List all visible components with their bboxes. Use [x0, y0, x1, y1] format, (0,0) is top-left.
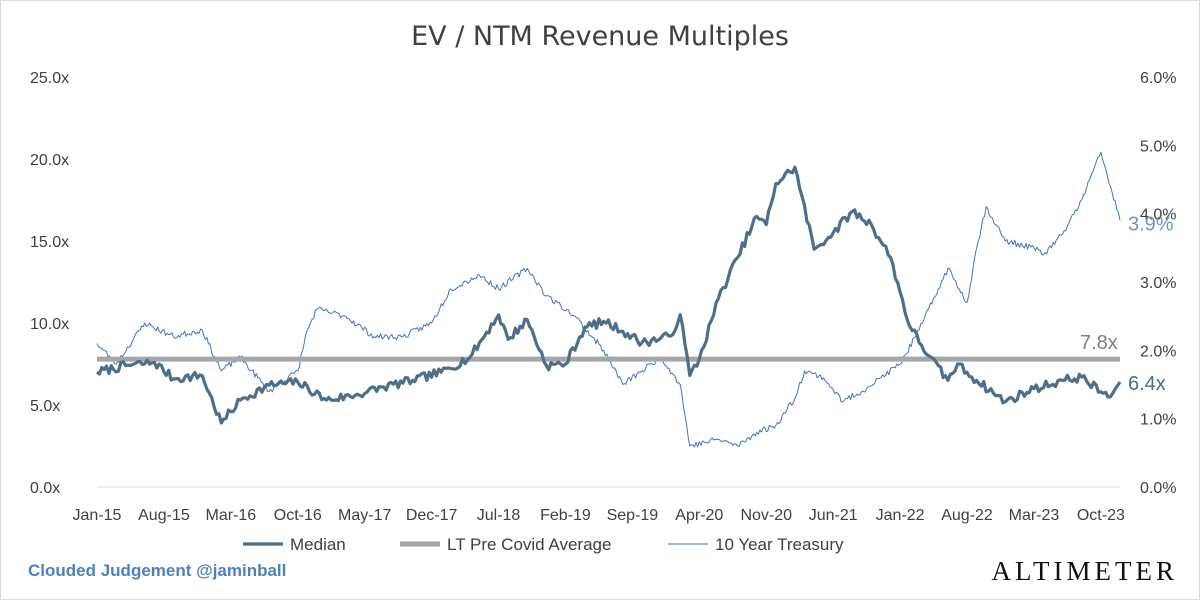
left-axis-tick-label: 0.0x [30, 480, 60, 497]
x-axis-tick-label: Aug-15 [138, 507, 190, 524]
x-axis-tick-label: Aug-22 [941, 507, 993, 524]
chart-title: EV / NTM Revenue Multiples [411, 21, 789, 52]
x-axis-tick-label: Dec-17 [406, 507, 458, 524]
left-axis-tick-label: 20.0x [30, 152, 69, 169]
x-axis-tick-label: Jun-21 [809, 507, 858, 524]
x-axis-tick-label: Jan-15 [73, 507, 122, 524]
x-axis-tick-label: Jul-18 [477, 507, 521, 524]
series-line-median [96, 165, 1122, 425]
legend-label: Median [290, 535, 346, 554]
right-axis-tick-label: 5.0% [1140, 138, 1176, 155]
end-label-median: 6.4x [1128, 373, 1166, 395]
legend-label: LT Pre Covid Average [447, 535, 611, 554]
right-axis-tick-label: 6.0% [1140, 70, 1176, 87]
left-axis-tick-label: 25.0x [30, 70, 69, 87]
legend-label: 10 Year Treasury [715, 535, 844, 554]
x-axis-tick-label: Mar-23 [1009, 507, 1060, 524]
end-label-lt-pre-covid-average: 7.8x [1080, 332, 1118, 354]
x-axis-tick-label: Oct-23 [1077, 507, 1125, 524]
footer-credit: Clouded Judgement @jaminball [28, 561, 287, 580]
x-axis-tick-label: Oct-16 [274, 507, 322, 524]
left-axis-tick-label: 10.0x [30, 316, 69, 333]
x-axis-tick-label: Feb-19 [540, 507, 591, 524]
right-axis-tick-label: 4.0% [1140, 207, 1176, 224]
end-label-10-year-treasury: 3.9% [1128, 214, 1174, 236]
series-line-10-year-treasury [96, 151, 1121, 448]
x-axis-tick-label: Apr-20 [675, 507, 723, 524]
x-axis-tick-label: Sep-19 [607, 507, 659, 524]
right-axis-tick-label: 1.0% [1140, 412, 1176, 429]
x-axis-tick-label: May-17 [338, 507, 391, 524]
left-axis-tick-label: 15.0x [30, 234, 69, 251]
right-axis-tick-label: 2.0% [1140, 343, 1176, 360]
x-axis-tick-label: Nov-20 [740, 507, 792, 524]
x-axis-tick-label: Jan-22 [876, 507, 925, 524]
x-axis-tick-label: Mar-16 [206, 507, 257, 524]
left-axis-tick-label: 5.0x [30, 398, 60, 415]
right-axis-tick-label: 3.0% [1140, 275, 1176, 292]
altimeter-logo: Altimeter [991, 556, 1178, 586]
right-axis-tick-label: 0.0% [1140, 480, 1176, 497]
